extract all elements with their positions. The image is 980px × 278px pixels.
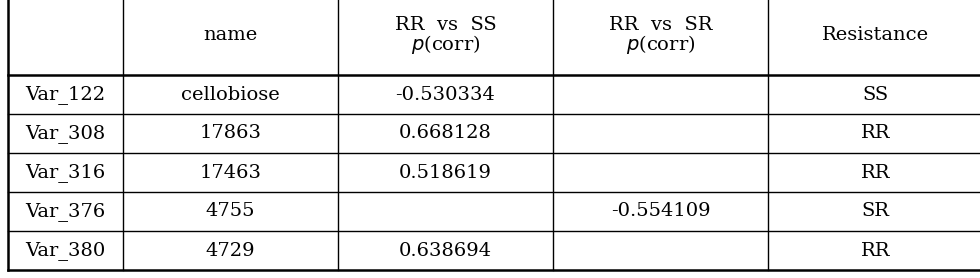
Text: 4755: 4755 [206, 202, 255, 220]
Text: $\it{p}$(corr): $\it{p}$(corr) [411, 34, 480, 56]
Text: -0.530334: -0.530334 [396, 86, 496, 103]
Text: SS: SS [862, 86, 889, 103]
Text: RR  vs  SS: RR vs SS [395, 16, 496, 34]
Text: cellobiose: cellobiose [181, 86, 280, 103]
Text: 17863: 17863 [200, 125, 262, 143]
Text: 0.518619: 0.518619 [399, 163, 492, 182]
Text: Var_122: Var_122 [25, 85, 106, 104]
Text: $\it{p}$(corr): $\it{p}$(corr) [626, 34, 695, 56]
Text: RR  vs  SR: RR vs SR [609, 16, 712, 34]
Text: 0.668128: 0.668128 [399, 125, 492, 143]
Text: 0.638694: 0.638694 [399, 242, 492, 259]
Text: Resistance: Resistance [822, 26, 929, 44]
Text: Var_380: Var_380 [25, 241, 106, 260]
Text: 4729: 4729 [206, 242, 256, 259]
Text: RR: RR [860, 125, 890, 143]
Text: -0.554109: -0.554109 [611, 202, 710, 220]
Text: RR: RR [860, 242, 890, 259]
Text: Var_376: Var_376 [25, 202, 106, 221]
Text: name: name [204, 26, 258, 44]
Text: RR: RR [860, 163, 890, 182]
Text: SR: SR [861, 202, 890, 220]
Text: 17463: 17463 [200, 163, 262, 182]
Text: Var_308: Var_308 [25, 124, 106, 143]
Text: Var_316: Var_316 [25, 163, 106, 182]
